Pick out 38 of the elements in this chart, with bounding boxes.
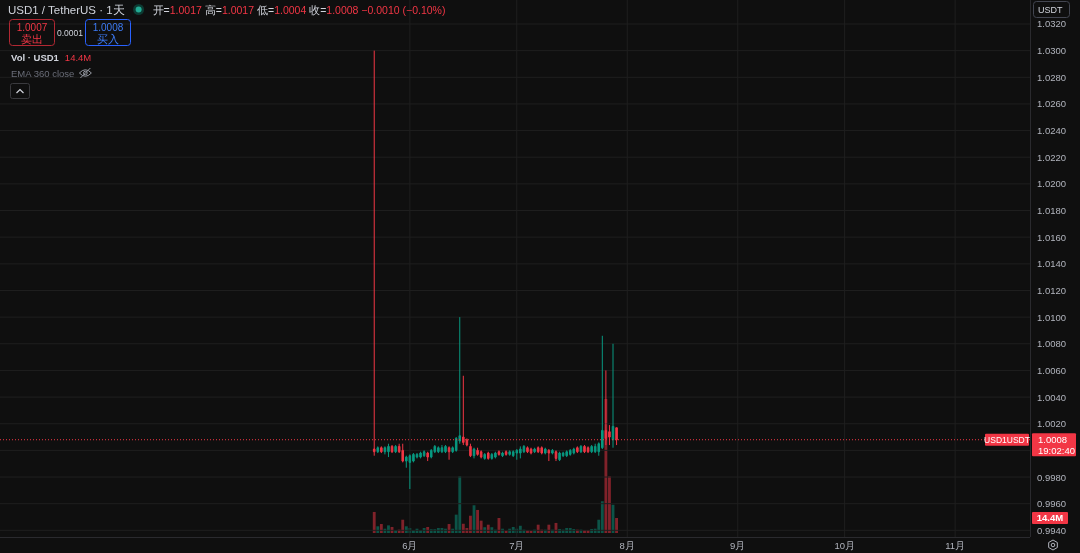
ref-line-label: 1.0008 <box>1038 434 1068 446</box>
y-tick-label: 0.9960 <box>1037 498 1067 510</box>
x-tick-label: 9月 <box>730 539 746 551</box>
y-tick-label: 1.0300 <box>1037 45 1067 57</box>
y-tick-label: 1.0160 <box>1037 231 1067 243</box>
y-tick-label: 1.0320 <box>1037 18 1067 30</box>
y-tick-label: 1.0060 <box>1037 364 1067 376</box>
y-tick-label: 1.0200 <box>1037 178 1067 190</box>
y-tick-label: 1.0240 <box>1037 125 1067 137</box>
y-tick-label: 1.0120 <box>1037 284 1067 296</box>
y-tick-label: 0.9980 <box>1037 471 1067 483</box>
chart-subtitle: 开=1.0017 高=1.0017 低=1.0004 收=1.0008 −0.0010 (−0.10%) <box>152 3 446 16</box>
x-tick-label: 8月 <box>619 539 635 551</box>
annotation: 1.0007 <box>16 21 48 33</box>
y-tick-label: 1.0220 <box>1037 151 1067 163</box>
text: USDT <box>1038 4 1063 15</box>
y-tick-label: 1.0280 <box>1037 71 1067 83</box>
x-tick-label: 11月 <box>945 539 966 551</box>
y-tick-label: 1.0020 <box>1037 418 1067 430</box>
annotation: 1.0008 <box>92 21 124 33</box>
x-tick-label: 10月 <box>834 539 855 551</box>
annotation: EMA 360 close <box>11 67 75 79</box>
y-tick-label: 1.0260 <box>1037 98 1067 110</box>
text: 19:02:40 <box>1038 445 1075 457</box>
chart-title: USD1 / TetherUS · 1天 <box>8 3 125 16</box>
x-tick-label: 6月 <box>402 539 418 551</box>
y-tick-label: 1.0040 <box>1037 391 1067 403</box>
x-tick-label: 7月 <box>509 539 525 551</box>
annotation: 0.0001 <box>57 27 84 38</box>
annotation: 14.4M <box>64 51 92 63</box>
annotation: 卖出 <box>21 32 43 45</box>
annotation: Vol · USD1 <box>11 51 60 63</box>
y-tick-label: 1.0100 <box>1037 311 1067 323</box>
annotation: 买入 <box>97 32 119 45</box>
y-tick-label: 1.0140 <box>1037 258 1067 270</box>
y-tick-label: 1.0080 <box>1037 338 1067 350</box>
y-tick-label: 0.9940 <box>1037 524 1067 536</box>
y-tick-label: 1.0180 <box>1037 205 1067 217</box>
